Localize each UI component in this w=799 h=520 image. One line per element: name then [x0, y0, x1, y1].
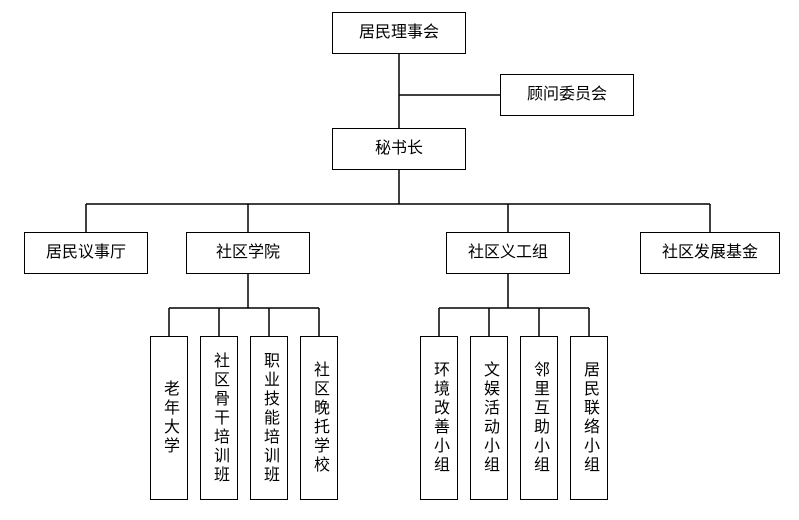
node-v2: 文娱活动小组	[470, 336, 508, 500]
node-v2-label: 文娱活动小组	[477, 361, 501, 475]
node-c2: 社区骨干培训班	[200, 336, 238, 500]
node-v4-label: 居民联络小组	[577, 361, 601, 475]
node-c4: 社区晚托学校	[300, 336, 338, 500]
node-root-label: 居民理事会	[359, 23, 439, 42]
node-volunteer: 社区义工组	[446, 232, 570, 274]
node-c3: 职业技能培训班	[250, 336, 288, 500]
node-c1: 老年大学	[150, 336, 188, 500]
node-volunteer-label: 社区义工组	[468, 243, 548, 262]
node-secretary-label: 秘书长	[375, 139, 423, 158]
node-v4: 居民联络小组	[570, 336, 608, 500]
node-c3-label: 职业技能培训班	[257, 352, 281, 485]
node-college-label: 社区学院	[216, 243, 280, 262]
node-root: 居民理事会	[332, 12, 466, 54]
node-hall-label: 居民议事厅	[46, 243, 126, 262]
node-college: 社区学院	[186, 232, 310, 274]
node-hall: 居民议事厅	[24, 232, 148, 274]
node-advisor: 顾问委员会	[500, 74, 634, 116]
node-v3: 邻里互助小组	[520, 336, 558, 500]
node-v3-label: 邻里互助小组	[527, 361, 551, 475]
node-fund-label: 社区发展基金	[662, 243, 758, 262]
node-advisor-label: 顾问委员会	[527, 85, 607, 104]
node-v1-label: 环境改善小组	[427, 361, 451, 475]
node-c4-label: 社区晚托学校	[307, 361, 331, 475]
node-v1: 环境改善小组	[420, 336, 458, 500]
node-c1-label: 老年大学	[157, 380, 181, 456]
node-fund: 社区发展基金	[640, 232, 780, 274]
node-c2-label: 社区骨干培训班	[207, 352, 231, 485]
node-secretary: 秘书长	[332, 128, 466, 170]
